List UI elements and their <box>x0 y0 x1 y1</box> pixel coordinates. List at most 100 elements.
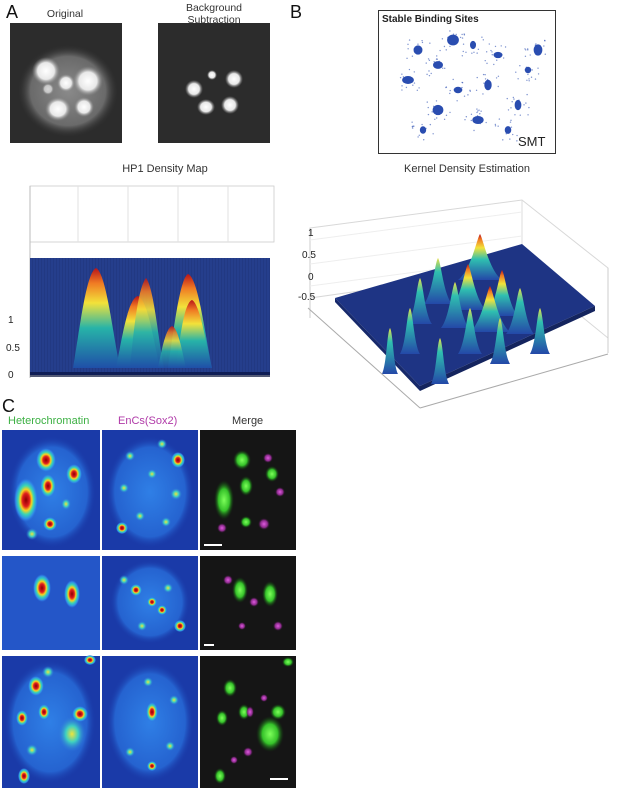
kde-z-tick-neg-0-5: -0.5 <box>298 292 316 303</box>
binding-point <box>426 101 428 103</box>
binding-point <box>476 76 478 79</box>
binding-point <box>452 78 454 81</box>
binding-point <box>506 97 508 100</box>
binding-point <box>535 43 537 45</box>
binding-point <box>401 85 403 87</box>
binding-point <box>406 77 408 80</box>
binding-point <box>524 55 527 57</box>
binding-point <box>405 79 408 81</box>
binding-point <box>476 108 478 110</box>
binding-point <box>465 51 467 53</box>
binding-point <box>483 82 485 84</box>
binding-point <box>449 89 451 92</box>
binding-point <box>449 111 451 114</box>
binding-point <box>469 89 471 92</box>
binding-point <box>401 73 403 75</box>
binding-cluster <box>493 51 503 59</box>
binding-cluster <box>419 126 427 134</box>
binding-point <box>519 114 521 116</box>
panel-letter-b: B <box>290 2 303 22</box>
binding-point <box>486 62 488 65</box>
binding-point <box>510 107 512 109</box>
binding-point <box>475 89 478 92</box>
binding-point <box>427 113 430 116</box>
binding-point <box>484 59 486 62</box>
binding-point <box>482 73 485 76</box>
binding-point <box>419 47 422 49</box>
binding-point <box>462 43 465 45</box>
binding-point <box>444 67 446 70</box>
binding-point <box>544 40 546 42</box>
binding-point <box>484 78 487 80</box>
binding-point <box>535 50 538 52</box>
stable-binding-sites-title: Stable Binding Sites <box>382 14 479 25</box>
binding-point <box>439 49 441 52</box>
binding-point <box>530 76 533 78</box>
binding-point <box>449 45 451 48</box>
binding-point <box>484 74 486 76</box>
binding-point <box>463 95 466 97</box>
smt-tag: SMT <box>518 134 546 149</box>
binding-point <box>421 41 424 44</box>
binding-point <box>413 82 416 84</box>
binding-point <box>430 72 432 75</box>
binding-point <box>431 111 433 113</box>
binding-point <box>447 36 449 39</box>
binding-point <box>502 57 505 59</box>
binding-point <box>505 133 507 135</box>
binding-point <box>440 106 442 109</box>
binding-point <box>415 50 417 52</box>
binding-point <box>418 134 420 136</box>
binding-point <box>516 134 518 137</box>
hp1-z-tick-0-5: 0.5 <box>6 343 20 354</box>
binding-point <box>435 117 438 119</box>
binding-point <box>442 67 444 69</box>
binding-point <box>524 48 526 50</box>
binding-point <box>434 118 436 120</box>
binding-point <box>479 122 481 125</box>
binding-point <box>405 86 408 89</box>
binding-point <box>452 33 455 35</box>
binding-point <box>461 82 464 84</box>
binding-point <box>484 84 487 86</box>
binding-point <box>493 63 495 66</box>
binding-point <box>427 106 429 109</box>
binding-point <box>465 116 468 118</box>
binding-point <box>416 89 419 92</box>
hp1-z-tick-1: 1 <box>8 315 14 326</box>
binding-point <box>477 110 479 112</box>
binding-point <box>525 66 528 68</box>
density-peak <box>458 308 482 354</box>
binding-point <box>445 49 447 51</box>
binding-cluster <box>524 66 532 74</box>
density-peak <box>400 308 420 354</box>
panel-letter-c: C <box>2 396 15 416</box>
binding-point <box>445 114 448 117</box>
binding-point <box>518 99 520 101</box>
binding-point <box>527 73 529 76</box>
binding-point <box>497 75 500 78</box>
binding-point <box>497 85 499 88</box>
binding-point <box>481 36 483 38</box>
binding-point <box>478 109 480 111</box>
binding-point <box>433 61 435 63</box>
stable-binding-sites-plot <box>378 10 556 154</box>
binding-point <box>537 67 539 69</box>
binding-point <box>529 54 531 56</box>
binding-point <box>402 76 405 78</box>
binding-point <box>476 111 478 114</box>
binding-point <box>512 96 515 99</box>
binding-point <box>456 100 458 102</box>
binding-cluster <box>504 126 512 134</box>
binding-point <box>497 125 499 127</box>
density-peak <box>382 328 398 374</box>
density-peak <box>490 318 510 364</box>
binding-point <box>531 69 533 71</box>
binding-point <box>486 78 489 81</box>
binding-point <box>527 114 529 116</box>
binding-point <box>528 106 530 109</box>
binding-point <box>489 81 492 84</box>
binding-point <box>421 39 423 42</box>
binding-point <box>474 43 476 46</box>
hp1-density-surface <box>29 185 275 378</box>
